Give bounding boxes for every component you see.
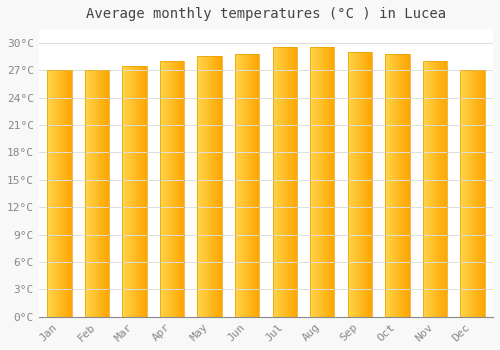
Bar [198,56,222,317]
Bar [310,47,334,317]
Bar [122,65,146,317]
Bar [160,61,184,317]
Bar [85,70,109,317]
Bar [385,54,409,317]
Bar [235,54,260,317]
Title: Average monthly temperatures (°C ) in Lucea: Average monthly temperatures (°C ) in Lu… [86,7,446,21]
Bar [48,70,72,317]
Bar [460,70,484,317]
Bar [348,52,372,317]
Bar [272,47,297,317]
Bar [422,61,447,317]
